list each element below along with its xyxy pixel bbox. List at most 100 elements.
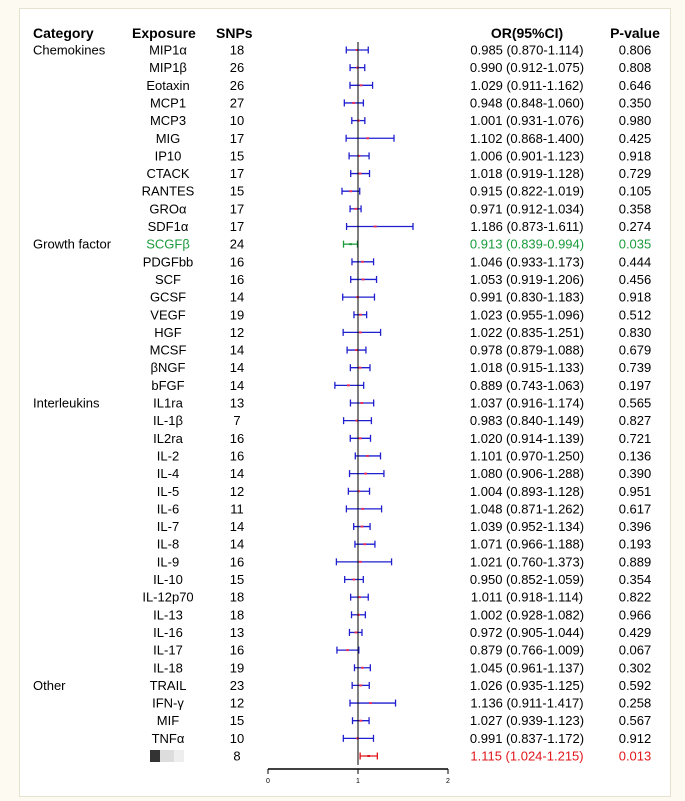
snps-value: 18 — [230, 43, 244, 58]
p-value: 0.592 — [619, 678, 652, 693]
snps-value: 15 — [230, 148, 244, 163]
p-value: 0.197 — [619, 378, 652, 393]
or-ci-text: 0.972 (0.905-1.044) — [470, 625, 584, 640]
p-value: 0.358 — [619, 201, 652, 216]
or-ci-text: 1.053 (0.919-1.206) — [470, 272, 584, 287]
snps-value: 13 — [230, 396, 244, 411]
forest-row: IL-16 13 0.972 (0.905-1.044) 0.429 — [153, 625, 651, 640]
p-value: 0.444 — [619, 254, 652, 269]
snps-value: 14 — [230, 360, 244, 375]
snps-value: 16 — [230, 272, 244, 287]
or-ci-text: 1.018 (0.915-1.133) — [470, 360, 584, 375]
forest-row: IL-10 15 0.950 (0.852-1.059) 0.354 — [153, 572, 651, 587]
or-ci-text: 0.991 (0.830-1.183) — [470, 290, 584, 305]
snps-value: 7 — [233, 413, 240, 428]
forest-row: IL-1β 7 0.983 (0.840-1.149) 0.827 — [153, 413, 651, 428]
or-ci-text: 1.026 (0.935-1.125) — [470, 678, 584, 693]
or-ci-text: 0.913 (0.839-0.994) — [470, 237, 584, 252]
p-value: 0.302 — [619, 660, 652, 675]
or-ci-text: 1.080 (0.906-1.288) — [470, 466, 584, 481]
x-tick-label: 0 — [266, 778, 270, 785]
category-label: Growth factor — [33, 237, 112, 252]
forest-row: IL-7 14 1.039 (0.952-1.134) 0.396 — [157, 519, 651, 534]
forest-row: IL-2 16 1.101 (0.970-1.250) 0.136 — [157, 448, 651, 463]
forest-row: IFN-γ 12 1.136 (0.911-1.417) 0.258 — [152, 696, 651, 711]
snps-value: 10 — [230, 113, 244, 128]
p-value: 0.827 — [619, 413, 652, 428]
exposure-label: HGF — [154, 325, 182, 340]
snps-value: 15 — [230, 713, 244, 728]
p-value: 0.258 — [619, 696, 652, 711]
or-ci-text: 1.006 (0.901-1.123) — [470, 148, 584, 163]
snps-value: 12 — [230, 696, 244, 711]
exposure-label: SCGFβ — [146, 237, 190, 252]
forest-row: SDF1α 17 1.186 (0.873-1.611) 0.274 — [148, 219, 652, 234]
p-value: 0.646 — [619, 78, 652, 93]
or-ci-text: 1.018 (0.919-1.128) — [470, 166, 584, 181]
forest-row: IP10 15 1.006 (0.901-1.123) 0.918 — [155, 148, 652, 163]
exposure-label: GCSF — [150, 290, 186, 305]
exposure-label: IL-4 — [157, 466, 179, 481]
snps-value: 14 — [230, 290, 244, 305]
snps-value: 14 — [230, 466, 244, 481]
exposure-label: bFGF — [151, 378, 184, 393]
exposure-label: IL-6 — [157, 501, 179, 516]
forest-row: IL-9 16 1.021 (0.760-1.373) 0.889 — [157, 554, 651, 569]
or-ci-text: 0.915 (0.822-1.019) — [470, 184, 584, 199]
snps-value: 10 — [230, 731, 244, 746]
exposure-label: IL-10 — [153, 572, 183, 587]
exposure-label: SCF — [155, 272, 181, 287]
header-pvalue: P-value — [610, 25, 660, 41]
exposure-label: MIG — [156, 131, 181, 146]
snps-value: 16 — [230, 643, 244, 658]
or-ci-text: 1.115 (1.024-1.215) — [470, 749, 583, 764]
or-ci-text: 1.004 (0.893-1.128) — [470, 484, 584, 499]
p-value: 0.918 — [619, 290, 652, 305]
p-value: 0.429 — [619, 625, 652, 640]
snps-value: 12 — [230, 325, 244, 340]
p-value: 0.679 — [619, 343, 652, 358]
p-value: 0.350 — [619, 95, 652, 110]
forest-row: IL2ra 16 1.020 (0.914-1.139) 0.721 — [153, 431, 651, 446]
snps-value: 27 — [230, 95, 244, 110]
p-value: 0.396 — [619, 519, 652, 534]
snps-value: 11 — [230, 501, 244, 516]
exposure-label: IL1ra — [153, 396, 183, 411]
forest-row: IL-12p70 18 1.011 (0.918-1.114) 0.822 — [142, 590, 651, 605]
p-value: 0.274 — [619, 219, 652, 234]
snps-value: 16 — [230, 431, 244, 446]
p-value: 0.617 — [619, 501, 652, 516]
p-value: 0.136 — [619, 448, 652, 463]
forest-row: MCP3 10 1.001 (0.931-1.076) 0.980 — [150, 113, 651, 128]
or-ci-text: 0.950 (0.852-1.059) — [470, 572, 584, 587]
exposure-label: βNGF — [151, 360, 186, 375]
forest-row: 8 1.115 (1.024-1.215) 0.013 — [150, 749, 651, 764]
exposure-label: VEGF — [150, 307, 185, 322]
or-ci-text: 1.021 (0.760-1.373) — [470, 554, 584, 569]
p-value: 0.822 — [619, 590, 652, 605]
exposure-label: GROα — [149, 201, 187, 216]
snps-value: 8 — [233, 749, 240, 764]
or-ci-text: 1.102 (0.868-1.400) — [470, 131, 584, 146]
snps-value: 26 — [230, 78, 244, 93]
exposure-label: IL2ra — [153, 431, 183, 446]
exposure-label: MCP3 — [150, 113, 186, 128]
p-value: 0.721 — [619, 431, 652, 446]
p-value: 0.425 — [619, 131, 652, 146]
or-ci-text: 0.889 (0.743-1.063) — [470, 378, 584, 393]
x-tick-label: 1 — [356, 778, 360, 785]
snps-value: 19 — [230, 307, 244, 322]
exposure-label: SDF1α — [148, 219, 189, 234]
or-ci-text: 0.971 (0.912-1.034) — [470, 201, 584, 216]
exposure-label: MIP1β — [149, 60, 187, 75]
forest-row: RANTES 15 0.915 (0.822-1.019) 0.105 — [142, 184, 652, 199]
p-value: 0.013 — [619, 749, 652, 764]
or-ci-text: 1.001 (0.931-1.076) — [470, 113, 584, 128]
forest-row: IL-18 19 1.045 (0.961-1.137) 0.302 — [153, 660, 651, 675]
snps-value: 18 — [230, 607, 244, 622]
forest-row: PDGFbb 16 1.046 (0.933-1.173) 0.444 — [143, 254, 652, 269]
snps-value: 19 — [230, 660, 244, 675]
snps-value: 16 — [230, 448, 244, 463]
exposure-label: MCSF — [150, 343, 187, 358]
